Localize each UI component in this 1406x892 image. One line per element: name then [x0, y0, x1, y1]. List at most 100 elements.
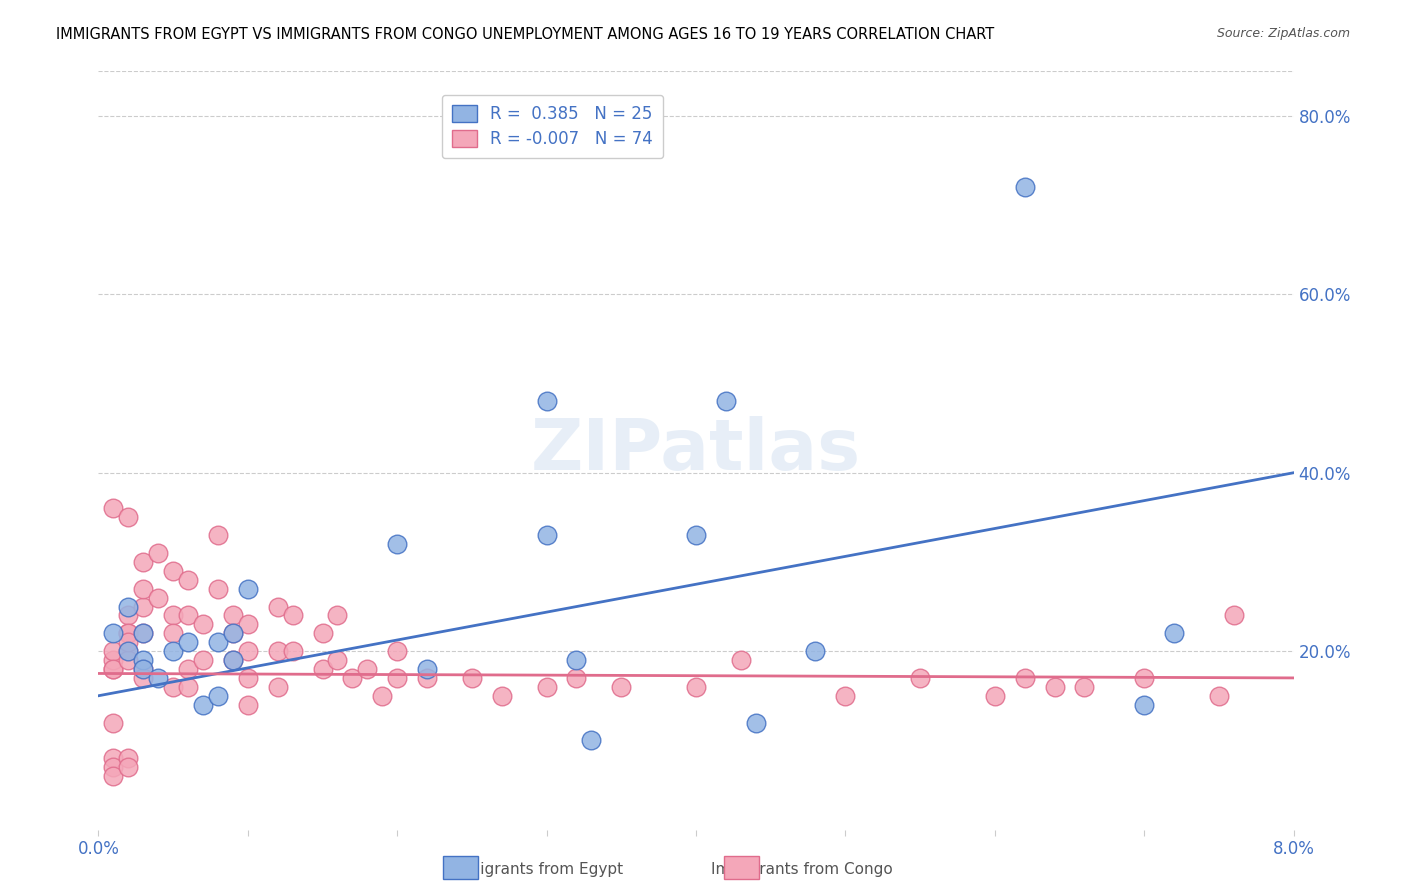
Point [177, 680, 200, 694]
Point [191, 653, 214, 667]
Point [222, 626, 245, 640]
Point [117, 644, 139, 658]
Point [117, 760, 139, 774]
Point [536, 394, 558, 409]
Point [103, 715, 125, 730]
Point [117, 608, 139, 623]
Point [610, 680, 633, 694]
Point [371, 689, 394, 703]
Point [148, 591, 170, 605]
Point [132, 582, 155, 596]
Text: Immigrants from Congo: Immigrants from Congo [710, 863, 893, 877]
Point [311, 626, 333, 640]
Point [177, 608, 200, 623]
Point [385, 537, 409, 551]
Point [730, 653, 752, 667]
Point [132, 662, 155, 676]
Point [565, 653, 588, 667]
Point [103, 644, 125, 658]
Point [132, 626, 155, 640]
Point [103, 760, 125, 774]
Point [714, 394, 737, 409]
Point [103, 662, 125, 676]
Point [311, 662, 333, 676]
Point [132, 653, 155, 667]
Point [162, 644, 184, 658]
Point [581, 733, 603, 747]
Point [191, 698, 214, 712]
Point [385, 671, 409, 685]
Point [103, 501, 125, 516]
Point [984, 689, 1007, 703]
Point [1043, 680, 1066, 694]
Point [103, 751, 125, 765]
Point [342, 671, 364, 685]
Text: Source: ZipAtlas.com: Source: ZipAtlas.com [1216, 27, 1350, 40]
Point [267, 599, 290, 614]
Point [908, 671, 931, 685]
Point [148, 546, 170, 560]
Point [461, 671, 484, 685]
Point [385, 644, 409, 658]
Point [236, 671, 259, 685]
Point [222, 626, 245, 640]
Point [685, 680, 707, 694]
Point [685, 528, 707, 542]
Point [117, 599, 139, 614]
Point [117, 510, 139, 524]
Point [117, 626, 139, 640]
Text: ZIPatlas: ZIPatlas [531, 416, 860, 485]
Point [1223, 608, 1246, 623]
Point [162, 626, 184, 640]
Point [162, 680, 184, 694]
Point [281, 644, 304, 658]
Point [326, 608, 349, 623]
Point [177, 573, 200, 587]
Point [103, 769, 125, 783]
Point [132, 662, 155, 676]
Point [536, 680, 558, 694]
Point [1133, 698, 1156, 712]
Point [1014, 671, 1036, 685]
Point [1208, 689, 1230, 703]
Point [132, 599, 155, 614]
Point [162, 608, 184, 623]
Point [267, 644, 290, 658]
Legend: R =  0.385   N = 25, R = -0.007   N = 74: R = 0.385 N = 25, R = -0.007 N = 74 [441, 95, 664, 158]
Point [132, 555, 155, 569]
Point [804, 644, 827, 658]
Point [207, 582, 229, 596]
Point [1014, 180, 1036, 194]
Point [236, 644, 259, 658]
Point [177, 635, 200, 649]
Point [491, 689, 513, 703]
Point [148, 671, 170, 685]
Point [745, 715, 768, 730]
Point [416, 671, 439, 685]
Point [117, 644, 139, 658]
Point [267, 680, 290, 694]
Point [132, 671, 155, 685]
Point [117, 751, 139, 765]
Point [834, 689, 856, 703]
Point [326, 653, 349, 667]
Point [117, 653, 139, 667]
Point [191, 617, 214, 632]
Point [536, 528, 558, 542]
Point [356, 662, 378, 676]
Point [1133, 671, 1156, 685]
Point [117, 635, 139, 649]
Point [236, 698, 259, 712]
Point [132, 626, 155, 640]
Point [236, 582, 259, 596]
Point [117, 626, 139, 640]
Point [236, 617, 259, 632]
Point [177, 662, 200, 676]
Point [207, 689, 229, 703]
Point [565, 671, 588, 685]
Point [1163, 626, 1185, 640]
Point [103, 662, 125, 676]
Point [222, 653, 245, 667]
Point [207, 528, 229, 542]
Point [1073, 680, 1095, 694]
